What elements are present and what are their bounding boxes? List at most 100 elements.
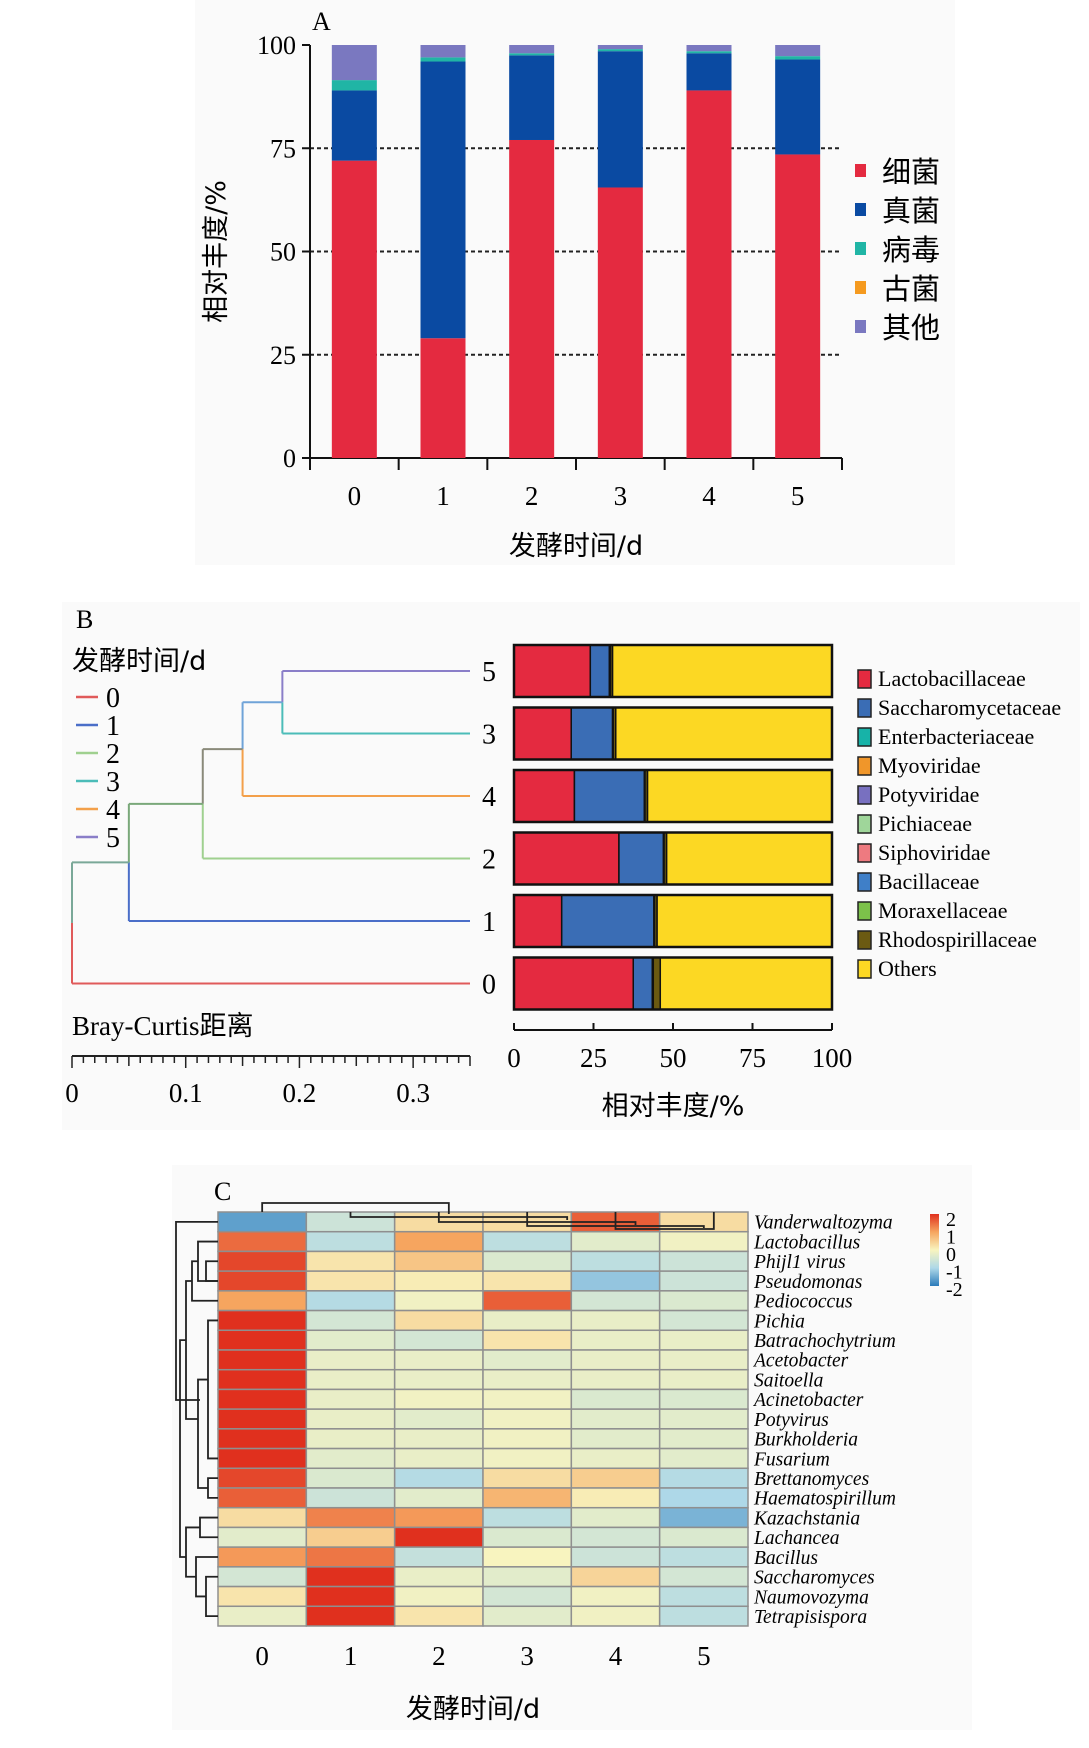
heatmap-cell	[658, 1408, 749, 1430]
heatmap-cell	[482, 1368, 573, 1391]
heatmap-cell	[217, 1447, 308, 1470]
bar-segment-病毒	[597, 49, 643, 52]
heatmap-cell	[482, 1408, 573, 1430]
heatmap-cell	[305, 1428, 396, 1450]
heatmap-cell	[393, 1290, 484, 1312]
heatmap-cell	[570, 1230, 661, 1253]
y-axis-title: 相对丰度/%	[201, 180, 232, 323]
bar-segment-真菌	[775, 59, 821, 155]
bar-outline	[512, 768, 834, 824]
heatmap-cell	[305, 1408, 396, 1430]
bar-segment-其他	[597, 45, 643, 50]
row-label: Lachancea	[753, 1528, 840, 1549]
bar-segment-细菌	[420, 338, 466, 458]
x-axis-title: 相对丰度/%	[602, 1091, 745, 1122]
heatmap-cell	[482, 1585, 573, 1608]
heatmap-cell	[482, 1230, 573, 1253]
bar-segment-Others	[659, 956, 833, 1011]
heatmap-cell	[482, 1467, 573, 1489]
legend-label: Saccharomycetaceae	[878, 695, 1061, 720]
panel-label: C	[214, 1177, 231, 1206]
row-label: Vanderwaltozyma	[754, 1213, 893, 1234]
heatmap-cell	[482, 1546, 573, 1568]
heatmap-cell	[658, 1566, 749, 1588]
row-label: Kazachstania	[753, 1508, 860, 1529]
heatmap-cell	[393, 1546, 484, 1568]
color-scale-label: 2	[946, 1209, 956, 1231]
heatmap-cell	[393, 1506, 484, 1529]
x-tick-label: 50	[660, 1043, 687, 1073]
row-label: 5	[482, 657, 496, 688]
heatmap-cell	[570, 1329, 661, 1351]
bar-segment-病毒	[775, 56, 821, 60]
heatmap-cell	[482, 1270, 573, 1292]
heatmap-cell	[570, 1487, 661, 1509]
heatmap-cell	[393, 1566, 484, 1588]
bar-outline	[512, 831, 834, 886]
row-label: Saccharomyces	[754, 1568, 875, 1589]
x-tick-label: 4	[702, 481, 716, 511]
x-tick-label: 3	[614, 481, 628, 511]
bar-segment-Lactobacillaceae	[513, 769, 576, 823]
heatmap-cell	[658, 1526, 749, 1548]
bar-outline	[512, 706, 834, 761]
y-tick-label: 75	[270, 134, 296, 163]
bar-segment-Others	[611, 644, 833, 698]
heatmap-cell	[570, 1250, 661, 1272]
x-tick-label: 2	[525, 481, 539, 511]
row-label: 3	[482, 720, 496, 751]
heatmap-cell	[482, 1605, 573, 1627]
heatmap-cell	[217, 1428, 308, 1450]
legend-swatch	[855, 242, 866, 255]
heatmap-cell	[658, 1546, 749, 1568]
legend-label: Potyviridae	[878, 782, 979, 807]
bar-segment-Saccharomycetaceae	[570, 706, 614, 761]
y-tick-label: 100	[257, 31, 296, 60]
bar-segment-病毒	[420, 57, 466, 62]
heatmap-cell	[570, 1506, 661, 1529]
dendrogram-link	[437, 1212, 637, 1225]
heatmap-cell	[570, 1349, 661, 1371]
heatmap-cell	[393, 1447, 484, 1470]
dendrogram-link	[205, 1260, 218, 1282]
color-scale-label: 0	[946, 1244, 956, 1266]
heatmap-cell	[393, 1428, 484, 1450]
heatmap-cell	[393, 1329, 484, 1351]
legend-swatch	[855, 203, 866, 216]
heatmap-cell	[217, 1408, 308, 1430]
heatmap-cell	[482, 1447, 573, 1470]
heatmap-cell	[305, 1349, 396, 1371]
row-label: Naumovozyma	[753, 1587, 869, 1608]
row-label: 2	[482, 845, 496, 876]
heatmap-cell	[658, 1309, 749, 1332]
heatmap-cell	[658, 1230, 749, 1253]
row-label: Bacillus	[754, 1548, 818, 1569]
heatmap-cell	[658, 1447, 749, 1470]
heatmap-cell	[217, 1250, 308, 1272]
color-scale-bar	[930, 1214, 939, 1286]
heatmap-cell	[570, 1290, 661, 1312]
heatmap-cell	[570, 1526, 661, 1548]
heatmap-cell	[305, 1270, 396, 1292]
dendrogram-link	[207, 1319, 218, 1460]
row-label: Fusarium	[753, 1449, 830, 1470]
heatmap-cell	[393, 1585, 484, 1608]
legend-label: Bacillaceae	[878, 869, 979, 894]
bar-segment-病毒	[509, 53, 555, 56]
bar-segment-真菌	[597, 51, 643, 188]
heatmap-cell	[217, 1211, 308, 1233]
legend-swatch	[857, 756, 872, 776]
x-tick-label: 1	[436, 481, 450, 511]
dendrogram-tick-label: 0.1	[169, 1078, 203, 1108]
row-label: 1	[482, 907, 496, 938]
heatmap-cell	[393, 1388, 484, 1410]
panel-label: A	[312, 7, 331, 36]
bar-segment-Lactobacillaceae	[513, 831, 620, 886]
heatmap-cell	[482, 1506, 573, 1529]
bar-segment-Saccharomycetaceae	[573, 769, 646, 823]
legend-label: Enterbacteriaceae	[878, 724, 1034, 749]
dendrogram-tick-label: 0.2	[283, 1078, 317, 1108]
bar-segment-真菌	[686, 53, 732, 91]
